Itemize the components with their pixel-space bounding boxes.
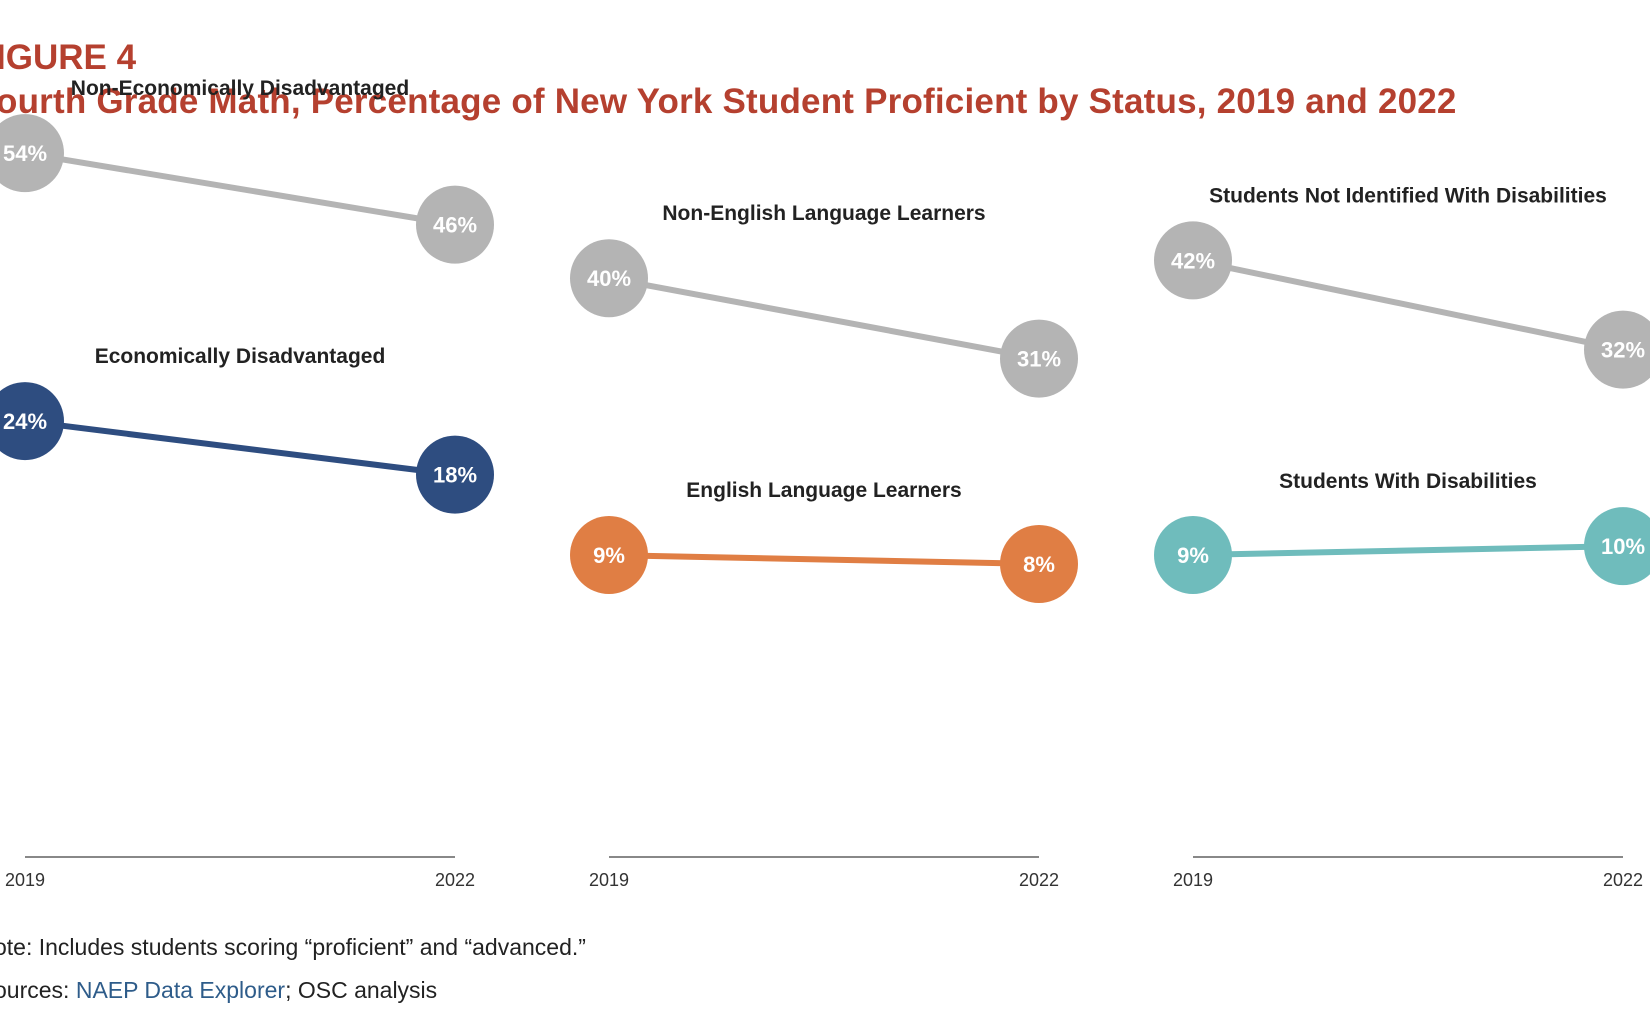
data-point bbox=[1584, 507, 1650, 586]
data-point bbox=[1000, 524, 1078, 603]
series-title: Non-Economically Disadvantaged bbox=[71, 77, 409, 100]
series-line bbox=[608, 275, 1040, 362]
figure-label: IGURE 4 bbox=[0, 38, 137, 77]
sources-line: ources: NAEP Data Explorer; OSC analysis bbox=[0, 977, 437, 1004]
series-line bbox=[608, 552, 1040, 567]
data-label: 9% bbox=[1177, 543, 1209, 568]
series-title: Non-English Language Learners bbox=[662, 202, 985, 225]
series-title: Students With Disabilities bbox=[1279, 470, 1537, 493]
data-label: 18% bbox=[433, 463, 477, 488]
naep-link[interactable]: NAEP Data Explorer bbox=[75, 977, 286, 1003]
data-point bbox=[1154, 516, 1232, 595]
data-label: 42% bbox=[1171, 248, 1215, 273]
data-point bbox=[1584, 310, 1650, 389]
data-label: 24% bbox=[3, 409, 47, 434]
series-line bbox=[24, 150, 456, 228]
data-point bbox=[1154, 221, 1232, 300]
data-label: 8% bbox=[1023, 552, 1055, 577]
data-point bbox=[570, 516, 648, 595]
series-title: Economically Disadvantaged bbox=[95, 345, 386, 368]
data-label: 54% bbox=[3, 141, 47, 166]
x-tick-label: 2022 bbox=[1019, 870, 1059, 890]
data-point bbox=[416, 185, 494, 264]
data-label: 31% bbox=[1017, 347, 1061, 372]
x-tick-label: 2019 bbox=[1173, 870, 1213, 890]
sources-prefix: ources: bbox=[0, 977, 76, 1003]
x-tick-label: 2022 bbox=[1603, 870, 1643, 890]
figure-title: ourth Grade Math, Percentage of New York… bbox=[0, 82, 1457, 121]
x-tick-label: 2022 bbox=[435, 870, 475, 890]
data-label: 32% bbox=[1601, 338, 1645, 363]
data-label: 46% bbox=[433, 213, 477, 238]
data-point bbox=[570, 239, 648, 318]
series-line bbox=[1192, 543, 1624, 559]
data-label: 9% bbox=[593, 543, 625, 568]
data-label: 40% bbox=[587, 266, 631, 291]
data-point bbox=[1000, 319, 1078, 398]
sources-suffix: ; OSC analysis bbox=[285, 977, 438, 1003]
series-title: English Language Learners bbox=[686, 479, 961, 502]
x-tick-label: 2019 bbox=[5, 870, 45, 890]
data-point bbox=[0, 382, 64, 461]
series-line bbox=[1192, 257, 1624, 353]
series-line bbox=[24, 418, 456, 478]
data-point bbox=[416, 435, 494, 514]
footnote: ote: Includes students scoring “proficie… bbox=[0, 934, 586, 960]
data-point bbox=[0, 114, 64, 193]
x-tick-label: 2019 bbox=[589, 870, 629, 890]
series-title: Students Not Identified With Disabilitie… bbox=[1209, 184, 1607, 207]
data-label: 10% bbox=[1601, 534, 1645, 559]
